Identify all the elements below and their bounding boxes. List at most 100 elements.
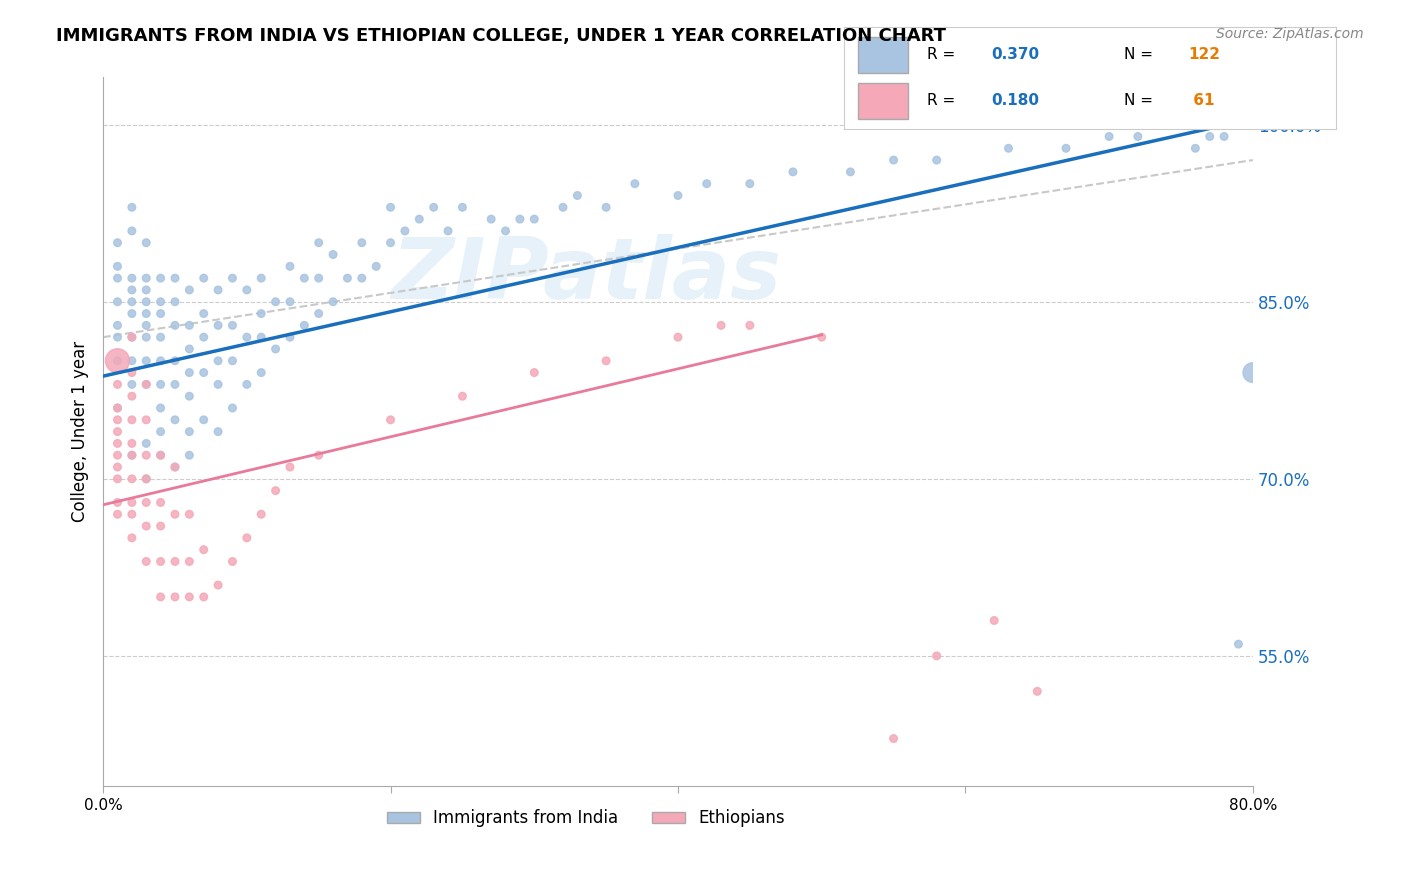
Point (135, 307, 157, 321)
Point (278, 460, 301, 475)
Point (1054, 141, 1077, 155)
Point (179, 508, 201, 522)
Point (149, 554, 172, 568)
Point (925, 153, 948, 167)
Point (738, 177, 761, 191)
Point (107, 413, 129, 427)
Point (163, 460, 186, 475)
Point (163, 590, 186, 604)
Point (193, 542, 215, 557)
Point (121, 448, 143, 462)
Point (121, 271, 143, 285)
Point (121, 495, 143, 509)
Point (107, 294, 129, 309)
Point (135, 519, 157, 533)
Point (422, 200, 444, 214)
Point (149, 330, 172, 344)
Point (179, 318, 201, 333)
Point (135, 436, 157, 450)
Point (163, 413, 186, 427)
Point (983, 614, 1005, 628)
Point (193, 590, 215, 604)
Point (278, 330, 301, 344)
Point (107, 460, 129, 475)
Point (193, 271, 215, 285)
Text: N =: N = (1125, 93, 1159, 108)
Point (107, 508, 129, 522)
Point (149, 307, 172, 321)
Point (278, 260, 301, 274)
Point (207, 578, 229, 592)
Point (264, 294, 287, 309)
Point (121, 508, 143, 522)
Point (221, 271, 243, 285)
Point (121, 377, 143, 392)
Point (1198, 129, 1220, 144)
Point (1142, 118, 1164, 132)
Point (107, 425, 129, 439)
Point (207, 318, 229, 333)
Point (121, 283, 143, 297)
Point (207, 283, 229, 297)
Point (292, 271, 315, 285)
Point (250, 271, 273, 285)
Point (163, 460, 186, 475)
Point (193, 413, 215, 427)
Point (322, 247, 344, 261)
Point (149, 590, 172, 604)
Point (121, 436, 143, 450)
Legend: Immigrants from India, Ethiopians: Immigrants from India, Ethiopians (380, 803, 792, 834)
Point (135, 330, 157, 344)
Point (135, 294, 157, 309)
Point (264, 483, 287, 498)
Point (595, 200, 617, 214)
Point (121, 448, 143, 462)
Text: 0.180: 0.180 (991, 93, 1039, 108)
Point (221, 318, 243, 333)
Point (149, 401, 172, 415)
Point (121, 472, 143, 486)
Point (135, 271, 157, 285)
Point (839, 165, 862, 179)
Text: 0.370: 0.370 (991, 47, 1039, 62)
Point (883, 153, 905, 167)
Point (207, 425, 229, 439)
Point (107, 436, 129, 450)
Point (149, 294, 172, 309)
Point (236, 283, 259, 297)
Point (451, 389, 474, 403)
FancyBboxPatch shape (858, 37, 908, 73)
Point (163, 318, 186, 333)
Point (121, 366, 143, 380)
Point (179, 590, 201, 604)
Text: N =: N = (1125, 47, 1159, 62)
Point (121, 531, 143, 545)
Point (121, 330, 143, 344)
Point (107, 448, 129, 462)
Point (135, 318, 157, 333)
Point (479, 212, 502, 227)
Point (107, 353, 129, 368)
Point (121, 330, 143, 344)
Text: R =: R = (928, 93, 960, 108)
Point (380, 235, 402, 250)
Point (1026, 684, 1049, 698)
Point (163, 353, 186, 368)
Point (207, 377, 229, 392)
Point (451, 200, 474, 214)
Point (149, 353, 172, 368)
Point (1227, 637, 1250, 651)
Point (394, 224, 416, 238)
Point (179, 283, 201, 297)
Point (121, 307, 143, 321)
Point (1098, 129, 1121, 144)
Point (495, 224, 517, 238)
Point (221, 401, 243, 415)
Point (738, 318, 761, 333)
Point (666, 188, 689, 202)
Point (1126, 129, 1149, 144)
Point (135, 353, 157, 368)
Point (308, 271, 330, 285)
Text: 122: 122 (1188, 47, 1220, 62)
Point (350, 271, 373, 285)
